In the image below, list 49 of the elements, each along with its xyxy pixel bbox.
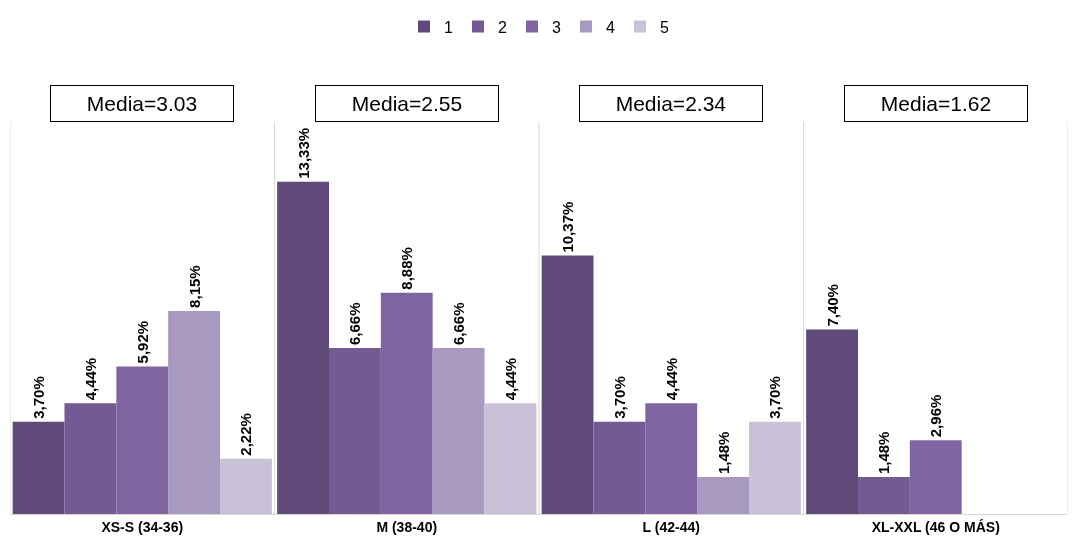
data-label: 3,70% <box>766 376 784 419</box>
data-label: 4,44% <box>662 357 680 401</box>
data-label: 5,92% <box>133 320 151 364</box>
text: Media=2.55 <box>351 92 463 115</box>
bar <box>64 403 117 514</box>
data-label: 4,44% <box>501 357 519 401</box>
bar <box>277 181 329 514</box>
legend-label: 5 <box>660 18 669 36</box>
bar <box>12 421 65 514</box>
bar <box>484 403 537 514</box>
data-label: 6,66% <box>346 302 364 346</box>
text: Media=1.62 <box>880 92 992 115</box>
data-label: 10,37% <box>559 201 577 253</box>
data-label: 2,96% <box>927 394 945 438</box>
bar <box>909 440 962 514</box>
bar <box>857 477 910 514</box>
bar <box>116 366 169 514</box>
data-label: 4,44% <box>81 357 99 401</box>
data-label: 8,15% <box>185 265 203 308</box>
bar <box>697 477 750 514</box>
text: Media=2.34 <box>615 92 727 115</box>
bar <box>380 292 433 514</box>
data-label: 13,33% <box>294 127 312 179</box>
bar <box>168 310 221 514</box>
bar <box>593 421 646 514</box>
x-tick-label: XL-XXL (46 O MÁS) <box>871 518 1000 535</box>
legend-label: 1 <box>444 18 453 36</box>
legend-label: 2 <box>498 18 507 36</box>
bar <box>220 458 272 514</box>
data-label: 6,66% <box>450 302 468 346</box>
text: Media=3.03 <box>86 92 198 115</box>
data-label: 1,48% <box>875 431 893 475</box>
bar <box>541 255 594 514</box>
data-label: 7,40% <box>823 284 841 327</box>
data-label: 3,70% <box>610 376 628 419</box>
bar <box>749 421 801 514</box>
data-label: 3,70% <box>30 376 48 419</box>
x-tick-label: L (42-44) <box>642 518 700 535</box>
bar <box>432 348 485 514</box>
data-label: 2,22% <box>237 413 255 456</box>
legend-label: 4 <box>606 18 615 36</box>
x-tick-label: XS-S (34-36) <box>101 518 184 535</box>
data-label: 8,88% <box>398 247 416 290</box>
bar <box>806 329 858 514</box>
bar <box>328 348 381 514</box>
legend-label: 3 <box>552 18 561 36</box>
x-tick-label: M (38-40) <box>376 518 438 535</box>
bar <box>645 403 698 514</box>
data-label: 1,48% <box>714 431 732 475</box>
